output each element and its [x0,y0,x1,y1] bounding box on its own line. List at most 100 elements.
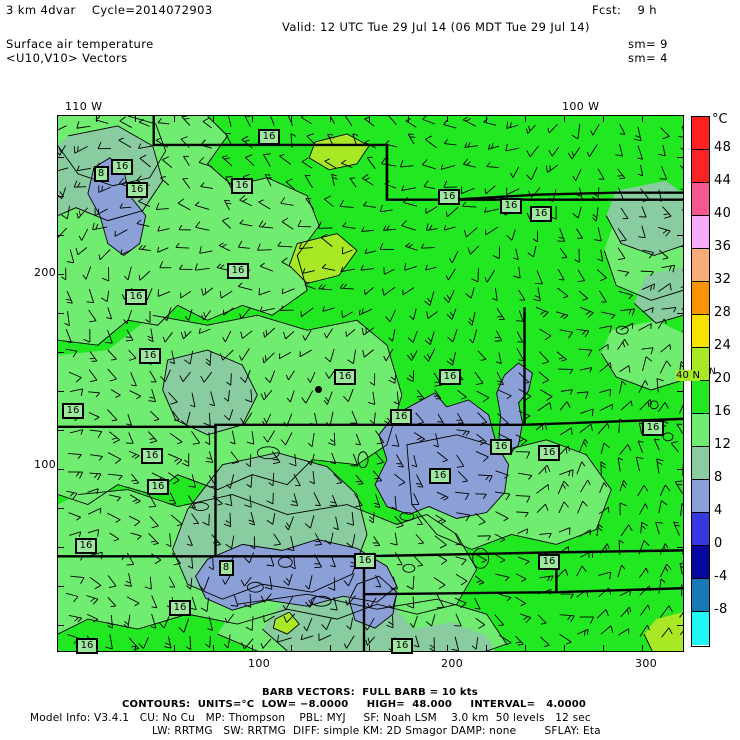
wind-barb [375,494,381,508]
wind-barb [299,349,313,358]
wind-barb-flag [121,555,125,561]
temperature-colorbar[interactable] [691,116,710,647]
wind-barb [306,617,313,632]
wind-barb-flag [541,361,549,365]
wind-barb [443,124,457,129]
wind-barb [243,412,253,425]
wind-barb [416,514,423,525]
wind-barb [415,412,425,423]
wind-barb [163,616,170,629]
wind-barb-flag [656,458,664,462]
wind-barb-flag [442,459,448,463]
wind-barb-flag [368,519,374,524]
wind-barb [599,403,613,412]
wind-barb-flag [263,332,265,338]
wind-barb [366,157,376,170]
wind-barb-flag [124,275,129,281]
wind-barb [354,493,363,506]
wind-barb-flag [388,621,394,626]
wind-barb-flag [462,480,468,483]
wind-barb [67,311,70,326]
wind-barb-flag [619,418,625,423]
wind-barb [597,168,605,180]
wind-barb-flag [322,305,325,312]
wind-barb-flag [237,240,243,248]
wind-barb [139,157,151,168]
wind-barb-flag [563,480,569,487]
wind-barb-flag [262,222,267,228]
wind-barb-flag [560,314,565,319]
wind-barb-flag [584,438,589,444]
wind-barb [238,286,253,291]
wind-barb [258,290,271,296]
wind-barb-flag [259,262,265,267]
wind-barb-flag [78,235,83,241]
wind-barb [285,596,293,611]
wind-barb-flag [433,444,439,448]
wind-barb [151,595,158,608]
wind-barb-flag [416,483,422,485]
wind-barb-flag [465,431,470,436]
wind-barb-flag [80,388,84,396]
colorbar-units-label: °C [712,112,728,127]
wind-barb [578,290,589,299]
wind-barb [416,389,425,400]
wind-barb [168,472,180,481]
wind-barb-flag [628,606,632,613]
wind-barb-flag [168,499,175,502]
wind-barb-flag [352,133,359,136]
map-plot-area[interactable] [57,115,684,652]
wind-barb-flag [216,263,222,268]
wind-barb-flag [396,525,404,529]
wind-barb [329,411,334,427]
wind-barb [385,348,394,362]
wind-barb [300,635,314,641]
wind-barb-flag [484,188,487,194]
station-marker[interactable] [315,386,322,393]
wind-barb [426,228,438,231]
wind-barb [518,310,524,322]
wind-barb-flag [185,646,191,650]
wind-barb-flag [645,356,652,362]
axis-tick [57,196,64,197]
wind-barb-flag [184,459,190,464]
wind-barb-flag [361,308,364,314]
colorbar-tick-label: 16 [714,404,732,419]
wind-barb-flag [523,381,530,384]
wind-barb-flag [631,308,635,316]
wind-barb-flag [376,480,382,482]
wind-barb-flag [570,593,574,599]
axis-tick [677,625,684,626]
wind-barb-flag [174,458,180,462]
wind-barb [392,597,397,609]
wind-barb-flag [406,604,414,609]
wind-barb [617,339,625,350]
wind-barb-flag [283,615,288,623]
wind-barb-flag [654,438,660,441]
wind-barb-flag [318,284,323,290]
axis-tick [486,115,487,122]
wind-barb-flag [175,242,180,248]
wind-barb-flag [224,157,230,160]
wind-barb [618,291,633,296]
wind-barb [477,350,487,360]
wind-barb-flag [225,543,232,549]
wind-barb-flag [496,380,503,383]
wind-barb-flag [339,283,344,289]
wind-barb-flag [526,496,531,503]
wind-barb-flag [285,577,291,583]
wind-barb [230,451,240,463]
wind-barb [326,328,333,339]
wind-barb [578,187,583,200]
wind-barb [412,596,415,609]
wind-barb [99,249,111,261]
wind-barb-flag [61,214,68,220]
wind-barb-flag [423,180,429,187]
wind-barb-flag [138,118,144,123]
wind-barb [539,389,553,397]
wind-barb-flag [465,118,471,122]
wind-barb-flag [328,442,336,446]
wind-barb-flag [166,543,172,547]
wind-barb-flag [200,375,205,383]
wind-barb-flag [463,158,469,165]
